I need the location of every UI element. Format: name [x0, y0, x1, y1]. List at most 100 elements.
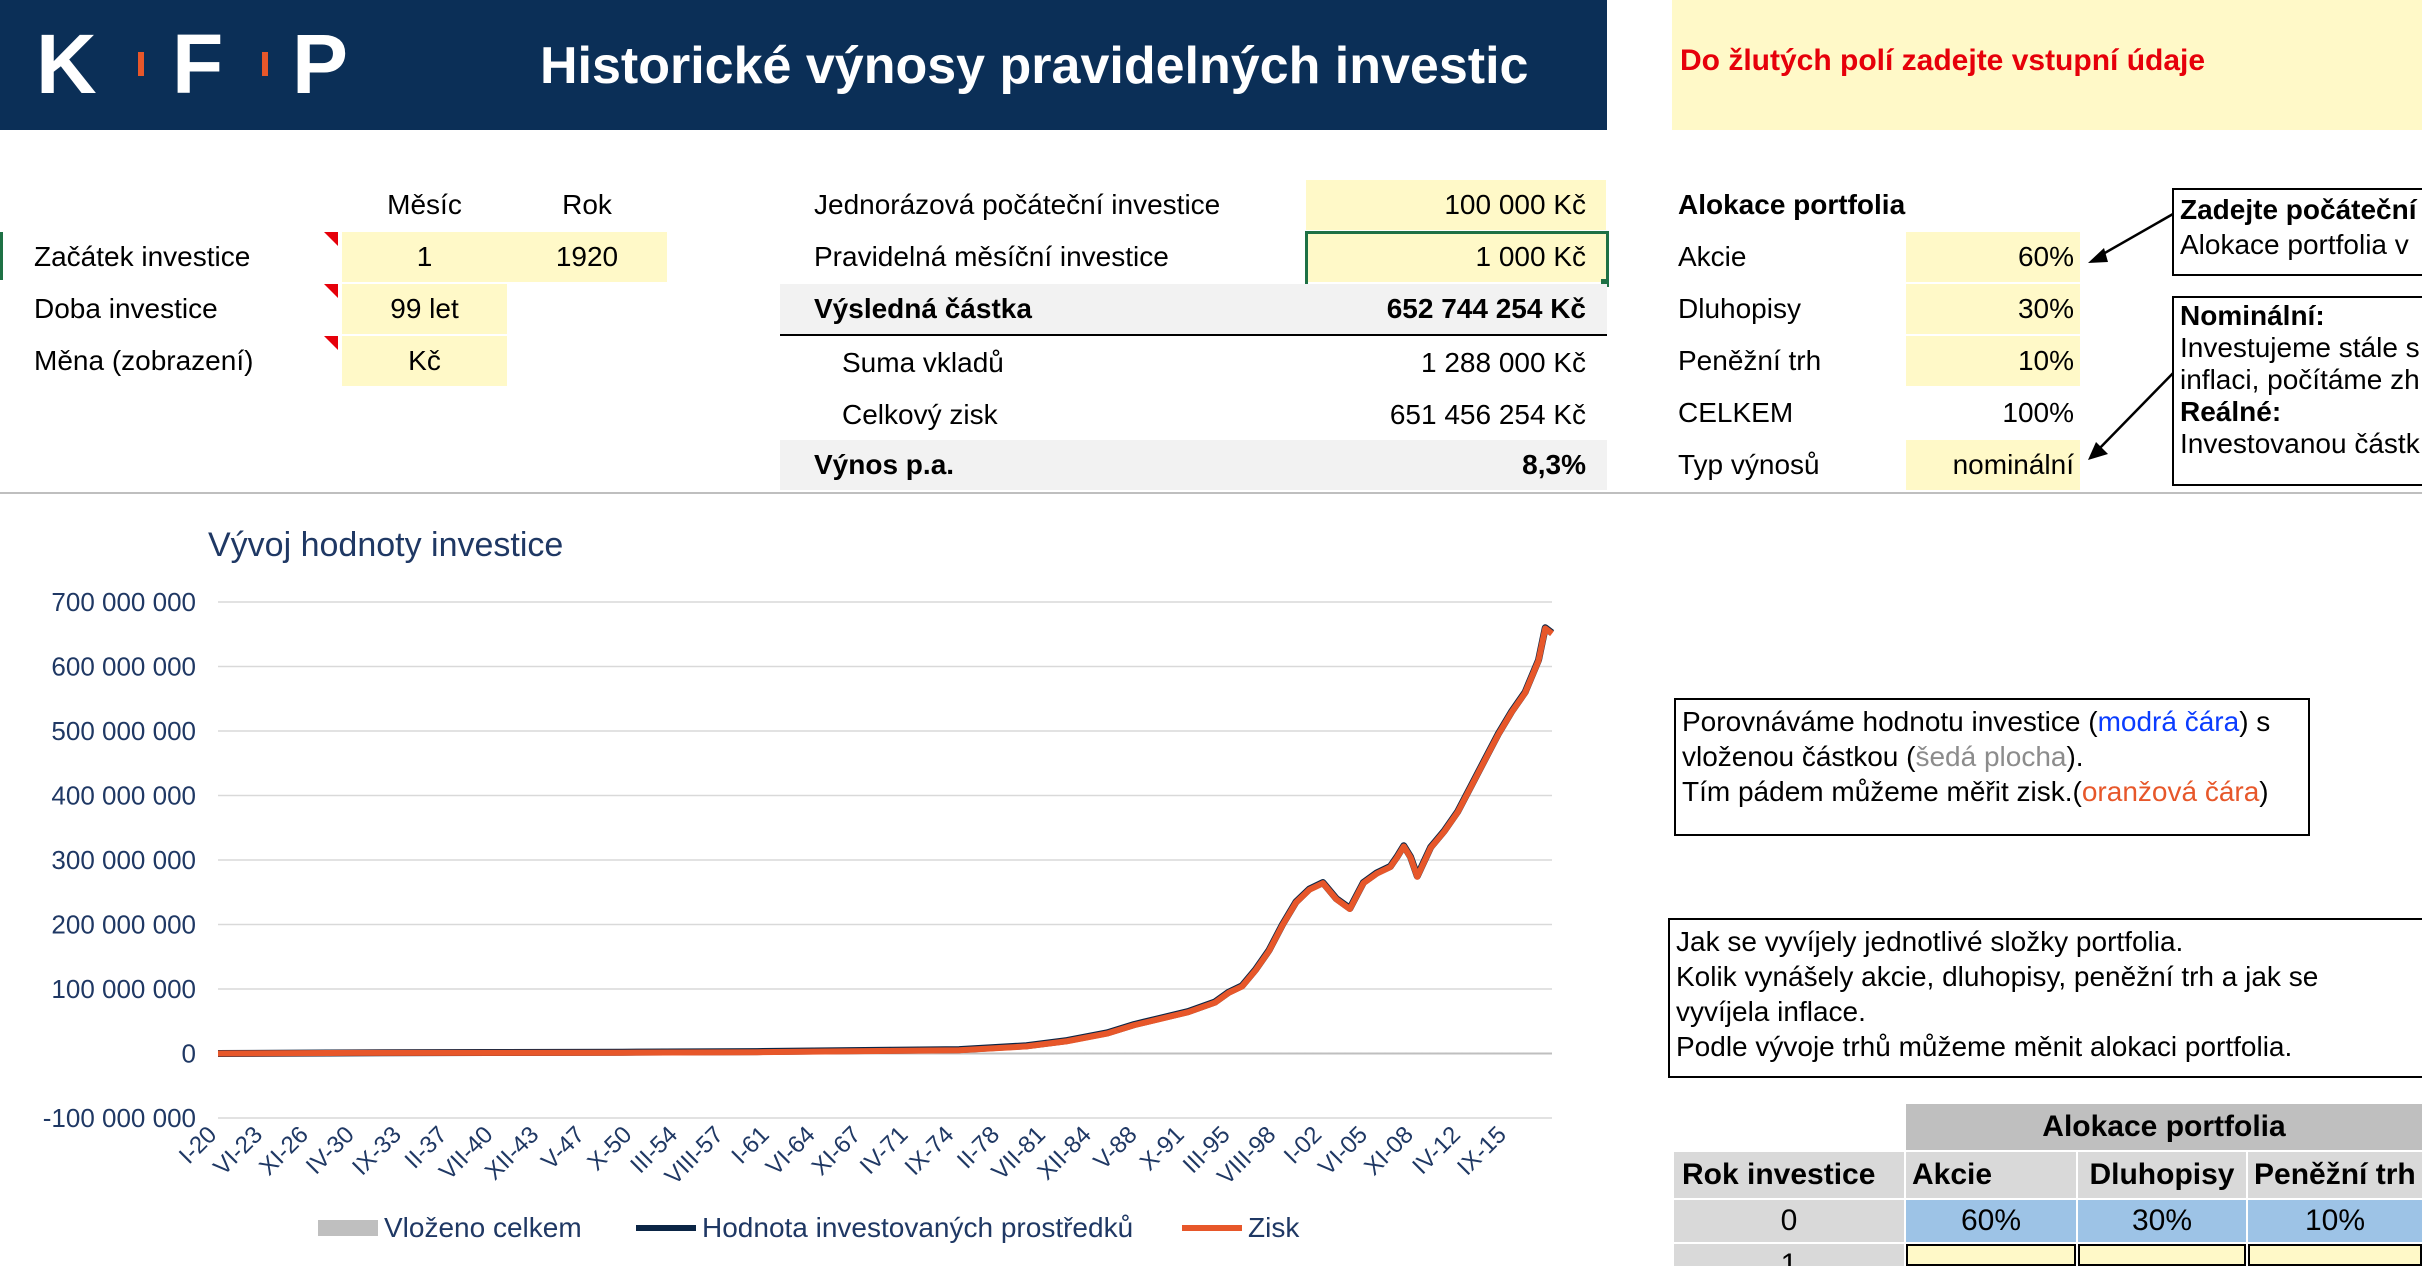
bonds-input[interactable]: 30% — [1906, 284, 2080, 334]
x-tick-label: VI-23 — [208, 1121, 268, 1181]
page-title: Historické výnosy pravidelných investic — [540, 37, 1529, 95]
profit-label: Celkový zisk — [842, 399, 998, 430]
note-development-line-2: Kolik vynášely akcie, dluhopisy, peněžní… — [1676, 961, 2319, 992]
x-tick-label: XI-26 — [254, 1121, 314, 1181]
note-compare-text: Tím pádem můžeme měřit zisk.( — [1682, 776, 2082, 807]
y-tick-label: 600 000 000 — [51, 652, 196, 682]
table-header-stocks: Akcie — [1906, 1152, 2076, 1198]
result-divider — [780, 334, 1607, 336]
start-year-input[interactable]: 1920 — [507, 232, 667, 282]
currency-input[interactable]: Kč — [342, 336, 507, 386]
investment-chart: -100 000 000 0 100 000 000 200 000 000 300 0… — [43, 587, 1555, 1190]
comment-indicator — [324, 232, 338, 246]
result-label: Výsledná částka — [814, 293, 1032, 324]
header-banner: K F P Historické výnosy pravidelných inv… — [0, 0, 1607, 130]
total-value: 100% — [2002, 397, 2074, 428]
note-allocation: Zadejte počáteční Alokace portfolia v — [2172, 188, 2422, 276]
x-tick-label: IX-33 — [347, 1121, 407, 1181]
table-row1-stocks-input[interactable] — [1906, 1244, 2076, 1266]
legend-swatch-profit — [1182, 1225, 1242, 1231]
one-time-investment-label: Jednorázová počáteční investice — [814, 189, 1221, 220]
chart-title: Vývoj hodnoty investice — [208, 526, 564, 564]
logo-letter-k: K — [36, 17, 97, 111]
note-nominal-text-2: inflaci, počítáme zh — [2180, 364, 2420, 395]
logo-letter-f: F — [172, 17, 224, 111]
note-allocation-title: Zadejte počáteční — [2180, 194, 2417, 225]
legend-profit: Zisk — [1182, 1212, 1299, 1244]
result-row-bg — [780, 284, 1607, 334]
stocks-input[interactable]: 60% — [1906, 232, 2080, 282]
duration-label: Doba investice — [34, 293, 218, 324]
monthly-investment-label: Pravidelná měsíční investice — [814, 241, 1169, 272]
table-row0-year: 0 — [1674, 1200, 1904, 1242]
allocation-title: Alokace portfolia — [1678, 189, 1906, 220]
x-tick-label: XII-43 — [480, 1121, 544, 1185]
note-development-line-4: Podle vývoje trhů můžeme měnit alokaci p… — [1676, 1031, 2293, 1062]
x-tick-label: V-88 — [1089, 1121, 1143, 1175]
table-header-year: Rok investice — [1674, 1152, 1904, 1198]
monthly-investment-input[interactable]: 1 000 Kč — [1306, 232, 1606, 282]
callout-arrows — [2088, 208, 2181, 460]
table-row1-bonds-input[interactable] — [2078, 1244, 2246, 1266]
note-compare-text: vloženou částkou ( — [1682, 741, 1916, 772]
note-compare-line-1: Porovnáváme hodnotu investice (modrá čár… — [1682, 704, 2302, 739]
instruction-banner: Do žlutých polí zadejte vstupní údaje — [1672, 0, 2422, 130]
duration-input[interactable]: 99 let — [342, 284, 507, 334]
note-compare-text: ). — [2066, 741, 2084, 772]
legend-swatch-value — [636, 1225, 696, 1231]
yield-row-bg — [780, 440, 1607, 490]
currency-label: Měna (zobrazení) — [34, 345, 254, 376]
logo-separator — [262, 52, 268, 76]
yield-label: Výnos p.a. — [814, 449, 955, 480]
series-profit-line — [217, 625, 1554, 1057]
note-compare: Porovnáváme hodnotu investice (modrá čár… — [1674, 698, 2310, 836]
money-market-label: Peněžní trh — [1678, 345, 1822, 376]
profit-value: 651 456 254 Kč — [1389, 399, 1586, 430]
start-label: Začátek investice — [34, 241, 251, 272]
x-tick-label: IX-15 — [1452, 1121, 1512, 1181]
x-tick-label: V-47 — [536, 1121, 590, 1175]
table-row0-money: 10% — [2248, 1200, 2422, 1242]
yield-value: 8,3% — [1522, 449, 1586, 480]
legend-label-profit: Zisk — [1248, 1212, 1300, 1243]
y-tick-label: -100 000 000 — [43, 1103, 196, 1133]
note-development: Jak se vyvíjely jednotlivé složky portfo… — [1668, 918, 2422, 1078]
column-header-month: Měsíc — [387, 189, 462, 220]
x-tick-label: X-50 — [582, 1121, 637, 1176]
start-month-input[interactable]: 1 — [342, 232, 507, 282]
section-divider — [0, 492, 2422, 494]
note-compare-text: ) s — [2239, 706, 2271, 737]
note-compare-blue: modrá čára — [2097, 706, 2240, 737]
note-development-line-3: vyvíjela inflace. — [1676, 996, 1866, 1027]
logo-letter-p: P — [292, 17, 349, 111]
selection-handle[interactable] — [1601, 279, 1609, 287]
column-header-year: Rok — [562, 189, 612, 220]
x-tick-label: IX-74 — [900, 1121, 960, 1181]
x-tick-label: XII-84 — [1032, 1121, 1096, 1185]
note-compare-line-3: Tím pádem můžeme měřit zisk.(oranžová čá… — [1682, 774, 2302, 809]
note-compare-orange: oranžová čára — [2081, 776, 2260, 807]
stocks-label: Akcie — [1678, 241, 1747, 272]
legend-swatch-deposits — [318, 1220, 378, 1236]
note-compare-text: ) — [2259, 776, 2269, 807]
return-type-label: Typ výnosů — [1678, 449, 1820, 480]
table-row1-money-input[interactable] — [2248, 1244, 2422, 1266]
table-group-header: Alokace portfolia — [1906, 1104, 2422, 1150]
x-tick-label: IV-71 — [855, 1121, 914, 1180]
x-tick-label: IV-12 — [1407, 1121, 1466, 1180]
one-time-investment-input[interactable]: 100 000 Kč — [1306, 180, 1606, 230]
x-tick-label: XI-67 — [807, 1121, 867, 1181]
logo-separator — [138, 52, 144, 76]
table-row0-stocks: 60% — [1906, 1200, 2076, 1242]
result-value: 652 744 254 Kč — [1386, 293, 1586, 324]
y-tick-label: 700 000 000 — [51, 587, 196, 617]
legend-label-value: Hodnota investovaných prostředků — [702, 1212, 1134, 1243]
deposits-value: 1 288 000 Kč — [1420, 347, 1586, 378]
return-type-select[interactable]: nominální — [1906, 440, 2080, 490]
money-market-input[interactable]: 10% — [1906, 336, 2080, 386]
note-return-type: Nominální: Investujeme stále s inflaci, … — [2172, 296, 2422, 486]
row-marker — [0, 232, 3, 280]
note-compare-line-2: vloženou částkou (šedá plocha). — [1682, 739, 2302, 774]
y-tick-label: 100 000 000 — [51, 974, 196, 1004]
y-tick-label: 200 000 000 — [51, 910, 196, 940]
